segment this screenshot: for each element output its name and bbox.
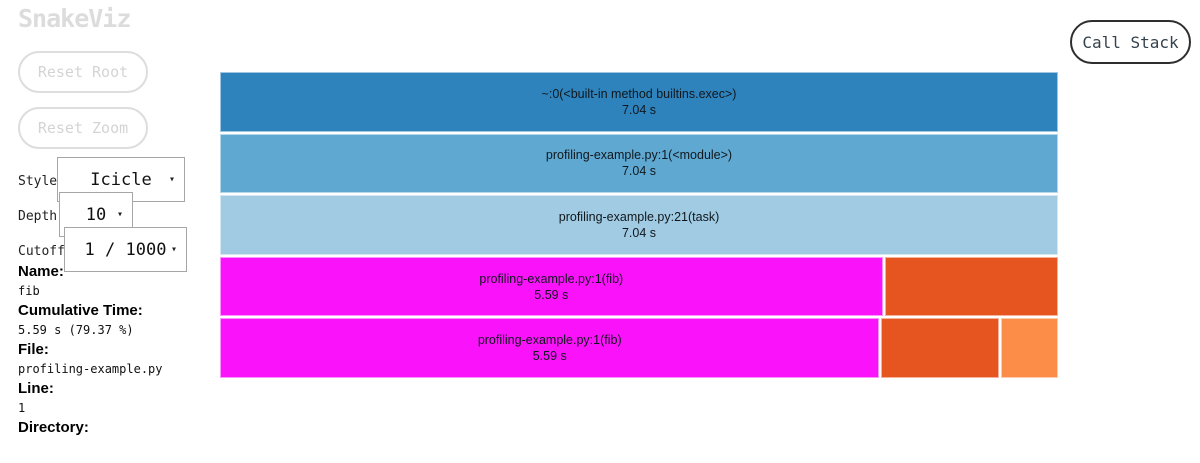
app-logo: SnakeViz <box>18 4 131 33</box>
file-value: profiling-example.py <box>18 362 163 376</box>
cumulative-time-value: 5.59 s (79.37 %) <box>18 323 134 337</box>
icicle-cell-label: profiling-example.py:1(fib) <box>479 271 624 286</box>
icicle-row: profiling-example.py:1(fib) 5.59 s <box>220 318 1058 378</box>
icicle-cell[interactable] <box>881 318 999 378</box>
icicle-cell-time: 7.04 s <box>621 225 657 240</box>
chevron-down-icon: ▾ <box>170 244 177 255</box>
directory-label: Directory: <box>18 419 89 436</box>
file-label: File: <box>18 341 49 358</box>
icicle-cell[interactable]: profiling-example.py:1(fib) 5.59 s <box>220 318 880 378</box>
icicle-cell-time: 5.59 s <box>534 287 569 302</box>
directory-value <box>18 438 213 457</box>
icicle-row: profiling-example.py:1(<module>) 7.04 s <box>220 133 1058 194</box>
cumulative-time-label: Cumulative Time: <box>18 302 143 319</box>
reset-zoom-button[interactable]: Reset Zoom <box>18 107 148 149</box>
cutoff-select[interactable]: 1 / 1000 ▾ <box>64 227 187 272</box>
icicle-cell-label: profiling-example.py:1(fib) <box>477 333 622 348</box>
chevron-down-icon: ▾ <box>116 209 123 220</box>
call-stack-button[interactable]: Call Stack <box>1070 20 1191 64</box>
icicle-chart: ~:0(<built-in method builtins.exec>) 7.04… <box>220 72 1058 378</box>
icicle-cell[interactable] <box>884 256 1058 317</box>
icicle-cell[interactable]: ~:0(<built-in method builtins.exec>) 7.04… <box>220 72 1058 132</box>
chevron-down-icon: ▾ <box>168 174 175 185</box>
icicle-cell-time: 7.04 s <box>621 164 657 179</box>
depth-select-value: 10 <box>85 204 107 225</box>
icicle-row: ~:0(<built-in method builtins.exec>) 7.04… <box>220 72 1058 132</box>
style-select-value: Icicle <box>90 169 152 190</box>
icicle-row: profiling-example.py:21(task) 7.04 s <box>220 195 1058 255</box>
icicle-cell[interactable]: profiling-example.py:1(fib) 5.59 s <box>220 256 883 317</box>
icicle-cell-time: 7.04 s <box>621 102 657 117</box>
cutoff-select-value: 1 / 1000 <box>84 239 167 260</box>
name-value: fib <box>18 284 40 298</box>
icicle-cell-label: ~:0(<built-in method builtins.exec>) <box>541 86 737 101</box>
icicle-row: profiling-example.py:1(fib) 5.59 s <box>220 256 1058 317</box>
name-label: Name: <box>18 263 64 280</box>
line-value: 1 <box>18 401 26 415</box>
line-label: Line: <box>18 380 54 397</box>
icicle-cell-label: profiling-example.py:21(task) <box>558 209 720 224</box>
icicle-cell-label: profiling-example.py:1(<module>) <box>545 148 733 163</box>
reset-root-button[interactable]: Reset Root <box>18 51 148 93</box>
cutoff-label: Cutoff: <box>18 244 73 259</box>
selection-info-panel: Name: fib Cumulative Time: 5.59 s (79.37… <box>18 262 213 457</box>
icicle-cell[interactable] <box>1000 318 1058 378</box>
style-label: Style: <box>18 174 65 189</box>
icicle-cell[interactable]: profiling-example.py:1(<module>) 7.04 s <box>220 133 1058 194</box>
icicle-cell[interactable]: profiling-example.py:21(task) 7.04 s <box>220 195 1058 255</box>
depth-label: Depth: <box>18 209 65 224</box>
icicle-cell-time: 5.59 s <box>532 349 567 364</box>
